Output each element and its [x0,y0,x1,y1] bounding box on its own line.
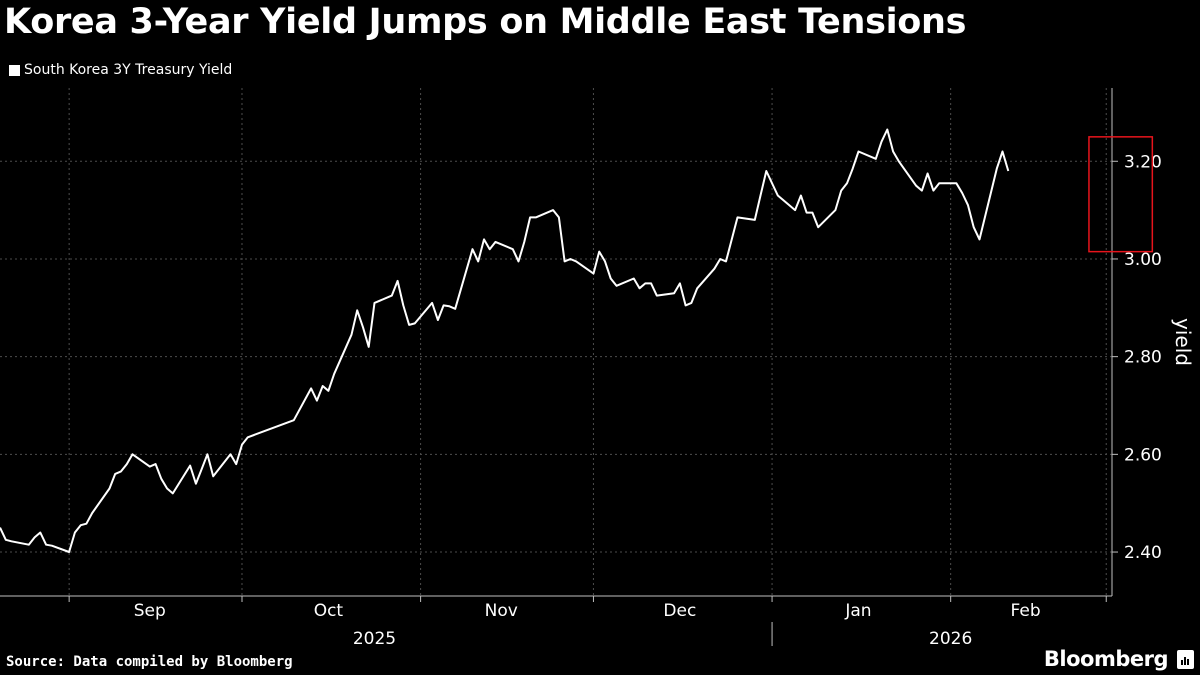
source-note: Source: Data compiled by Bloomberg [6,654,293,670]
year-label-2025: 2025 [353,629,396,649]
legend-swatch [9,64,20,76]
x-tick-label-dec: Dec [663,601,696,621]
bloomberg-chart-icon [1177,650,1194,669]
series-line-0 [0,128,1010,553]
year-label-2026: 2026 [929,629,972,649]
legend: South Korea 3Y Treasury Yield [9,62,232,78]
x-tick-label-oct: Oct [314,601,344,621]
x-tick-label-feb: Feb [1011,601,1041,621]
legend-label: South Korea 3Y Treasury Yield [24,62,233,78]
y-tick-label-0: 2.40 [1124,543,1162,563]
y-tick-label-4: 3.20 [1124,152,1162,172]
chart-title: Korea 3-Year Yield Jumps on Middle East … [4,2,967,42]
x-tick-label-jan: Jan [844,601,871,621]
y-tick-label-1: 2.60 [1124,445,1162,465]
x-tick-label-nov: Nov [485,601,518,621]
y-tick-label-2: 2.80 [1124,348,1162,368]
x-tick-label-sep: Sep [134,601,166,621]
highlight-box [1088,136,1154,253]
y-axis-label: yield [1171,318,1195,366]
brand-logo-text: Bloomberg [1043,647,1169,671]
y-tick-label-3: 3.00 [1124,250,1162,270]
